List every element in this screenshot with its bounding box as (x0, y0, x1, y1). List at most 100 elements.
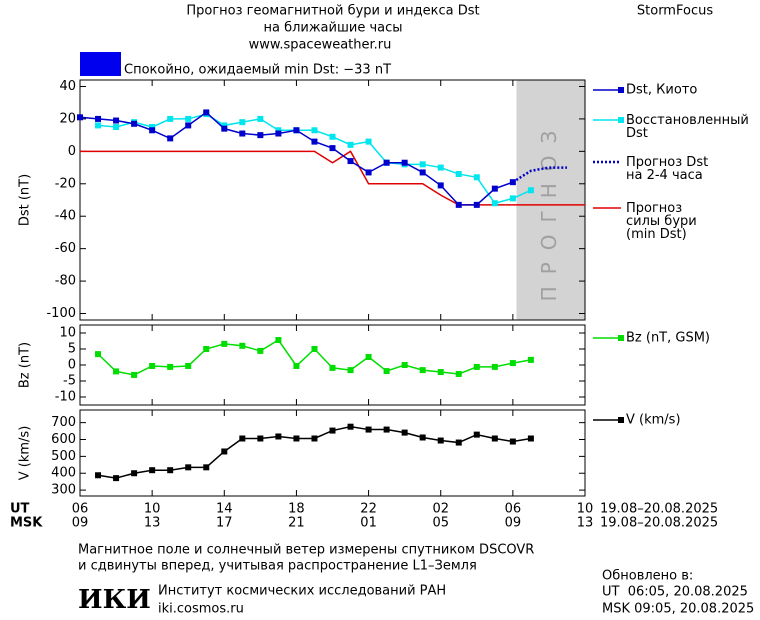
x-tick-label-msk: 13 (577, 516, 594, 531)
x-axis-label: UT (10, 502, 30, 517)
data-point (167, 135, 174, 142)
data-point (95, 472, 102, 479)
x-tick-label-msk: 09 (72, 516, 89, 531)
data-point (491, 363, 498, 370)
data-point (293, 127, 300, 134)
data-point (491, 185, 498, 192)
y-tick-label: 0 (68, 358, 76, 373)
data-point (347, 158, 354, 165)
y-tick-label: 5 (68, 342, 76, 357)
x-tick-label: 14 (216, 502, 233, 517)
legend-label: V (km/s) (626, 413, 681, 428)
data-point (329, 133, 336, 140)
data-point (185, 362, 192, 369)
data-point (257, 347, 264, 354)
x-tick-label: 10 (577, 502, 594, 517)
data-point (239, 130, 246, 137)
data-point (221, 125, 228, 132)
data-point (293, 435, 300, 442)
subtitle: на ближайшие часы (263, 21, 402, 36)
x-tick-label: 02 (432, 502, 449, 517)
y-tick-label: 40 (59, 79, 76, 94)
data-point (113, 368, 120, 375)
data-point (437, 182, 444, 189)
data-point (203, 464, 210, 471)
data-point (113, 475, 120, 482)
date-range: 19.08–20.08.2025 (600, 502, 718, 517)
legend-marker (618, 87, 624, 93)
legend-marker (618, 417, 624, 423)
legend-label: Dst, Киото (626, 83, 697, 98)
data-point (95, 351, 102, 358)
logo: ИКИ (78, 585, 151, 615)
data-point (239, 119, 246, 126)
legend-label: Bz (nT, GSM) (626, 331, 710, 346)
y-tick-label: -10 (55, 390, 76, 405)
x-tick-label: 18 (288, 502, 305, 517)
frame (79, 409, 586, 497)
y-tick-label: -80 (55, 274, 76, 289)
data-point (383, 368, 390, 375)
data-point (455, 171, 462, 178)
data-point (203, 109, 210, 116)
data-point (257, 435, 264, 442)
x-axis-label: MSK (10, 516, 43, 531)
data-point (419, 434, 426, 441)
data-point (437, 437, 444, 444)
data-point (365, 138, 372, 145)
legend-marker (618, 117, 624, 123)
data-point (455, 201, 462, 208)
data-point (311, 127, 318, 134)
data-point (275, 337, 282, 344)
data-point (185, 122, 192, 129)
data-point (167, 115, 174, 122)
site: iki.cosmos.ru (158, 602, 244, 617)
data-point (455, 370, 462, 377)
data-point (149, 467, 156, 474)
data-point (527, 187, 534, 194)
note: и сдвинуты вперед, учитывая распростране… (78, 559, 477, 574)
x-tick-label-msk: 17 (216, 516, 233, 531)
title: Прогноз геомагнитной бури и индекса Dst (186, 4, 479, 19)
data-point (419, 169, 426, 176)
data-point (203, 346, 210, 352)
data-point (383, 159, 390, 166)
data-point (167, 467, 174, 474)
data-point (347, 141, 354, 148)
x-tick-label-msk: 09 (505, 516, 522, 531)
data-point (131, 120, 138, 127)
data-point (527, 435, 534, 442)
data-point (329, 427, 336, 434)
data-point (131, 470, 138, 477)
y-tick-label: -20 (55, 176, 76, 191)
y-tick-label: 600 (51, 432, 76, 447)
date-range: 19.08–20.08.2025 (600, 516, 718, 531)
data-point (221, 448, 228, 455)
legend-marker (618, 335, 624, 341)
data-point (473, 363, 480, 370)
data-point (221, 122, 228, 129)
data-point (167, 363, 174, 370)
data-point (311, 435, 318, 442)
status-text: Спокойно, ожидаемый min Dst: −33 nT (124, 63, 391, 78)
legend-label: Восстановленный Dst (626, 113, 749, 141)
legend-label: Прогноз силы бури (min Dst) (626, 201, 697, 242)
data-point (113, 117, 120, 124)
data-point (275, 127, 282, 134)
y-tick-label: 500 (51, 449, 76, 464)
data-point (329, 145, 336, 152)
institute: Институт космических исследований РАН (158, 584, 446, 599)
x-tick-label: 06 (505, 502, 522, 517)
data-point (149, 124, 156, 131)
data-point (311, 346, 318, 352)
x-tick-label: 10 (144, 502, 161, 517)
data-point (437, 369, 444, 376)
y-tick-label: 300 (51, 483, 76, 498)
data-point (221, 340, 228, 347)
data-point (149, 362, 156, 369)
data-point (185, 464, 192, 471)
data-point (401, 362, 408, 368)
data-point (401, 159, 408, 166)
url: www.spaceweather.ru (249, 38, 392, 53)
data-point (185, 115, 192, 122)
